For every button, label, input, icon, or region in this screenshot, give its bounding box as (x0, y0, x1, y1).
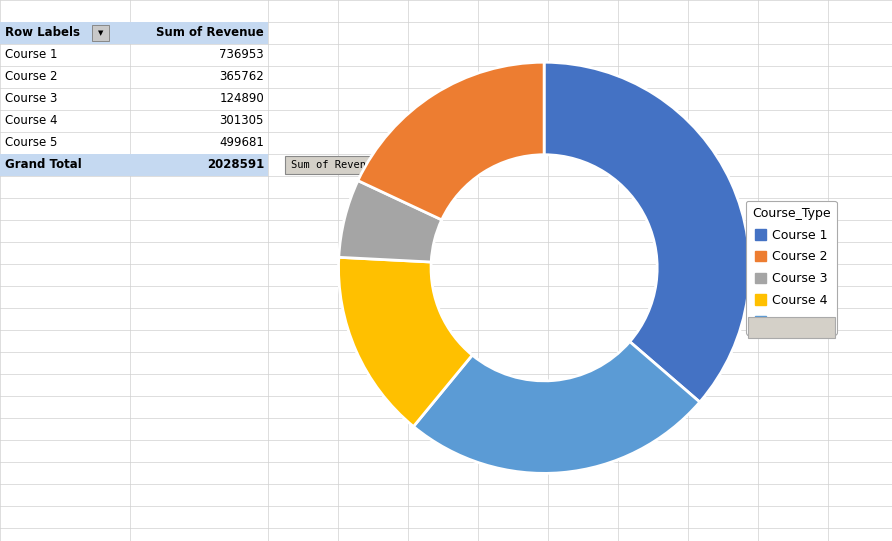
Text: Course 1: Course 1 (5, 49, 57, 62)
Bar (0, 154, 268, 176)
Bar (0, 22, 268, 44)
Wedge shape (358, 62, 544, 220)
Text: 124890: 124890 (219, 93, 264, 105)
Wedge shape (414, 342, 700, 473)
Text: 2028591: 2028591 (207, 159, 264, 171)
Text: Sum of Revenue: Sum of Revenue (292, 160, 379, 170)
Text: ▼: ▼ (98, 30, 103, 36)
Text: Row Labels: Row Labels (5, 27, 80, 39)
Legend: Course 1, Course 2, Course 3, Course 4, Course 5: Course 1, Course 2, Course 3, Course 4, … (746, 201, 837, 335)
Text: 499681: 499681 (219, 136, 264, 149)
Title: Total: Total (523, 0, 566, 4)
Text: Course 2: Course 2 (5, 70, 57, 83)
Wedge shape (544, 62, 749, 402)
Text: 365762: 365762 (219, 70, 264, 83)
Wedge shape (339, 258, 472, 426)
Text: Course 5: Course 5 (5, 136, 57, 149)
Text: Course 3: Course 3 (5, 93, 57, 105)
Text: Grand Total: Grand Total (5, 159, 82, 171)
Text: Sum of Revenue: Sum of Revenue (156, 27, 264, 39)
Text: 301305: 301305 (219, 115, 264, 128)
Wedge shape (339, 181, 442, 262)
Text: 736953: 736953 (219, 49, 264, 62)
Bar (285, 156, 385, 174)
Text: Course 4: Course 4 (5, 115, 57, 128)
Bar (92, 25, 109, 41)
